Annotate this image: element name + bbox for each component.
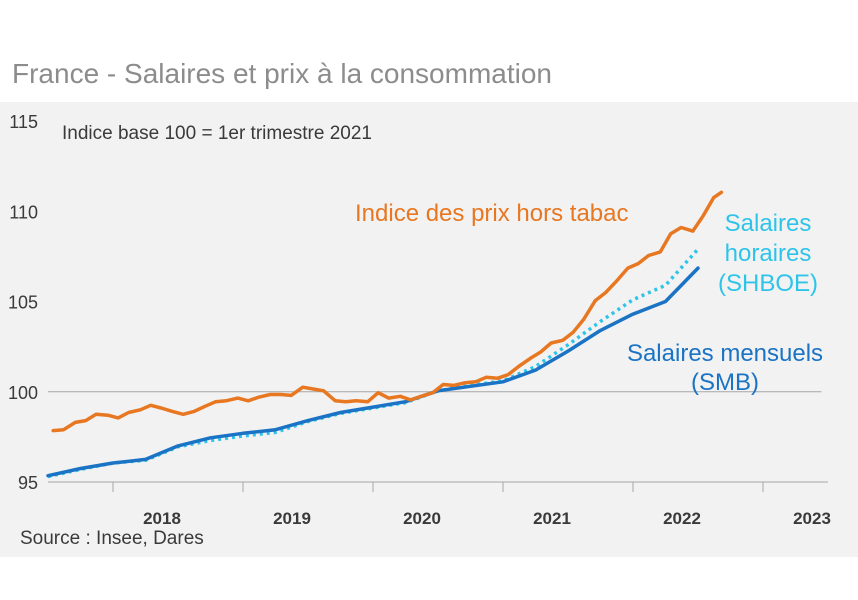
x-tick-label: 2018 — [143, 509, 181, 528]
x-tick-label: 2022 — [663, 509, 701, 528]
series-line-prix — [51, 190, 724, 433]
series-label-line: Salaires mensuels — [627, 340, 823, 367]
series-label-line: Salaires — [725, 210, 812, 237]
series-line-shboe — [47, 248, 700, 479]
x-tick-label: 2020 — [403, 509, 441, 528]
series-label-shboe: Salaires horaires (SHBOE) — [718, 210, 818, 297]
series-label-prix: Indice des prix hors tabac — [355, 200, 628, 227]
x-tick-label: 2023 — [793, 509, 831, 528]
series-label-line: horaires — [725, 240, 812, 267]
x-tick-label: 2019 — [273, 509, 311, 528]
chart-subtitle: Indice base 100 = 1er trimestre 2021 — [62, 123, 372, 144]
source-note: Source : Insee, Dares — [20, 528, 204, 549]
chart-title: France - Salaires et prix à la consommat… — [12, 58, 552, 89]
x-tick-label: 2021 — [533, 509, 571, 528]
series-label-line: (SHBOE) — [718, 270, 818, 297]
series-label-line: Indice des prix hors tabac — [355, 200, 628, 227]
y-tick-label: 110 — [9, 202, 38, 222]
series-label-smb: Salaires mensuels (SMB) — [627, 340, 823, 396]
series-label-line: (SMB) — [691, 369, 759, 396]
y-tick-label: 95 — [18, 473, 38, 493]
chart-panel — [0, 102, 858, 557]
y-tick-label: 100 — [8, 383, 38, 403]
series-line-smb — [46, 266, 700, 478]
y-tick-label: 115 — [9, 112, 38, 132]
y-tick-label: 105 — [8, 293, 38, 313]
